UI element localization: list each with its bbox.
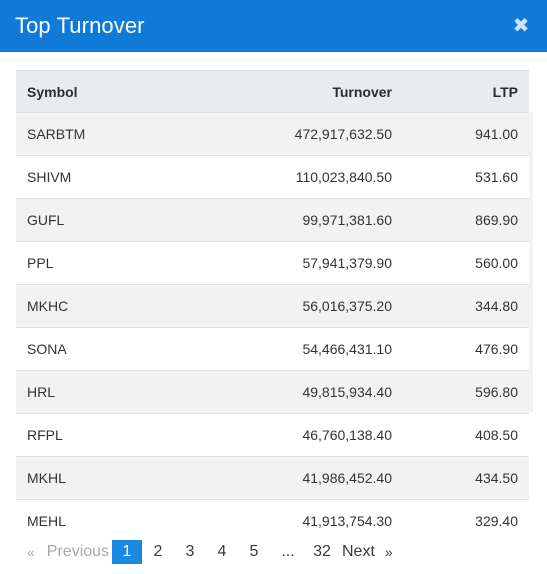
cell-ltp: 434.50	[403, 456, 529, 500]
table-row: HRL 49,815,934.40 596.80	[16, 370, 529, 414]
cell-turnover: 41,913,754.30	[166, 499, 403, 543]
close-icon[interactable]: ✖	[512, 15, 530, 37]
pagination-ellipsis: ...	[281, 543, 295, 560]
table-row: SONA 54,466,431.10 476.90	[16, 327, 529, 371]
table-header-row: Symbol Turnover LTP	[16, 70, 529, 113]
cell-symbol: SHIVM	[16, 155, 166, 199]
previous-page-button[interactable]: « Previous	[16, 540, 112, 564]
cell-symbol: HRL	[16, 370, 166, 414]
cell-symbol: SARBTM	[16, 112, 166, 156]
page-button-32[interactable]: 32	[313, 543, 331, 560]
cell-ltp: 329.40	[403, 499, 529, 543]
cell-symbol: SONA	[16, 327, 166, 371]
cell-symbol: RFPL	[16, 413, 166, 457]
cell-ltp: 869.90	[403, 198, 529, 242]
turnover-table-container: Symbol Turnover LTP SARBTM 472,917,632.5…	[16, 70, 529, 543]
cell-turnover: 472,917,632.50	[166, 112, 403, 156]
previous-label: Previous	[46, 543, 110, 560]
cell-ltp: 344.80	[403, 284, 529, 328]
cell-turnover: 41,986,452.40	[166, 456, 403, 500]
cell-ltp: 941.00	[403, 112, 529, 156]
table-row: SARBTM 472,917,632.50 941.00	[16, 112, 529, 156]
cell-ltp: 560.00	[403, 241, 529, 285]
modal-title: Top Turnover	[15, 13, 145, 38]
pagination: « Previous 1 2 3 4 5 ... 32 Next »	[16, 540, 398, 564]
page-button-2[interactable]: 2	[153, 543, 163, 560]
next-label: Next	[342, 543, 375, 560]
cell-turnover: 49,815,934.40	[166, 370, 403, 414]
table-row: PPL 57,941,379.90 560.00	[16, 241, 529, 285]
double-chevron-right-icon: »	[384, 544, 393, 560]
scrollbar-track[interactable]	[529, 112, 533, 412]
column-header-symbol: Symbol	[16, 70, 166, 113]
page-button-3[interactable]: 3	[185, 543, 195, 560]
cell-symbol: MKHC	[16, 284, 166, 328]
cell-ltp: 531.60	[403, 155, 529, 199]
page-button-1[interactable]: 1	[112, 540, 142, 564]
table-row: MKHL 41,986,452.40 434.50	[16, 456, 529, 500]
table-row: MEHL 41,913,754.30 329.40	[16, 499, 529, 543]
column-header-turnover: Turnover	[166, 70, 403, 113]
cell-symbol: PPL	[16, 241, 166, 285]
table-row: RFPL 46,760,138.40 408.50	[16, 413, 529, 457]
cell-ltp: 596.80	[403, 370, 529, 414]
double-chevron-left-icon: «	[27, 544, 35, 560]
next-page-button[interactable]: Next »	[338, 540, 398, 564]
cell-symbol: GUFL	[16, 198, 166, 242]
cell-turnover: 46,760,138.40	[166, 413, 403, 457]
cell-turnover: 57,941,379.90	[166, 241, 403, 285]
cell-ltp: 408.50	[403, 413, 529, 457]
cell-symbol: MKHL	[16, 456, 166, 500]
table-row: GUFL 99,971,381.60 869.90	[16, 198, 529, 242]
modal-header: Top Turnover ✖	[0, 0, 547, 52]
page-button-4[interactable]: 4	[217, 543, 227, 560]
table-row: SHIVM 110,023,840.50 531.60	[16, 155, 529, 199]
cell-turnover: 56,016,375.20	[166, 284, 403, 328]
table-row: MKHC 56,016,375.20 344.80	[16, 284, 529, 328]
turnover-table: Symbol Turnover LTP SARBTM 472,917,632.5…	[16, 70, 529, 543]
cell-turnover: 54,466,431.10	[166, 327, 403, 371]
page-button-5[interactable]: 5	[249, 543, 259, 560]
column-header-ltp: LTP	[403, 70, 529, 113]
cell-turnover: 110,023,840.50	[166, 155, 403, 199]
cell-turnover: 99,971,381.60	[166, 198, 403, 242]
cell-symbol: MEHL	[16, 499, 166, 543]
cell-ltp: 476.90	[403, 327, 529, 371]
